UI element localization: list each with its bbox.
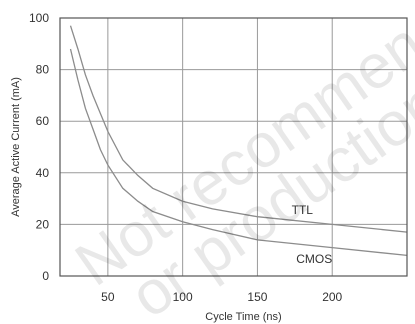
plot-frame — [59, 17, 408, 277]
y-tick-label: 60 — [36, 114, 50, 128]
series-label: TTL — [292, 203, 314, 217]
x-tick-label: 200 — [322, 290, 342, 304]
y-axis-label: Average Active Current (mA) — [10, 77, 22, 217]
x-tick-label: 100 — [173, 290, 193, 304]
watermark-line: Not recommended for new — [63, 0, 415, 299]
series-line-ttl — [69, 25, 408, 233]
x-tick-label: 50 — [101, 290, 115, 304]
y-tick-label: 20 — [36, 217, 50, 231]
series-line-cmos — [69, 48, 408, 257]
series-label: CMOS — [296, 252, 332, 266]
grid — [60, 18, 407, 276]
x-tick-labels: 50 100 150 200 — [101, 290, 342, 304]
x-tick-label: 150 — [247, 290, 267, 304]
plot-border — [59, 17, 408, 277]
y-tick-label: 40 — [36, 166, 50, 180]
series-curves — [69, 25, 408, 257]
y-tick-label: 0 — [42, 269, 49, 283]
series-labels: TTL CMOS — [292, 203, 333, 266]
x-axis-label: Cycle Time (ns) — [205, 311, 281, 323]
y-tick-label: 100 — [29, 11, 49, 25]
y-tick-labels: 0 20 40 60 80 100 — [29, 11, 49, 283]
y-tick-label: 80 — [36, 63, 50, 77]
